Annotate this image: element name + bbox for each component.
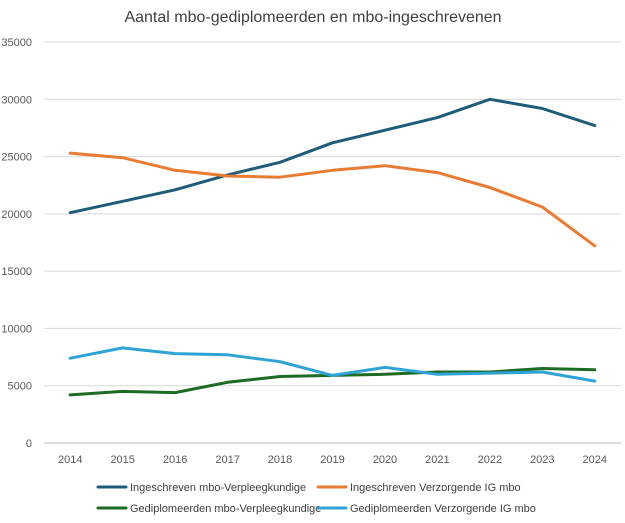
y-tick-label: 10000: [1, 323, 32, 335]
x-tick-label: 2019: [320, 454, 344, 466]
legend: Ingeschreven mbo-Verpleegkundige Ingeschr…: [96, 482, 536, 515]
x-tick-label: 2015: [110, 454, 134, 466]
y-tick-label: 30000: [1, 94, 32, 106]
legend-label: Ingeschreven mbo-Verpleegkundige: [130, 482, 306, 494]
y-tick-label: 25000: [1, 152, 32, 164]
series-line-2: [68, 151, 597, 248]
legend-label: Gediplomeerden Verzorgende IG mbo: [350, 503, 536, 515]
x-tick-label: 2023: [530, 454, 554, 466]
x-tick-label: 2024: [583, 454, 607, 466]
y-tick-label: 35000: [1, 37, 32, 49]
x-tick-label: 2021: [425, 454, 449, 466]
x-tick-label: 2016: [163, 454, 187, 466]
chart-title: Aantal mbo-gediplomeerden en mbo-ingesch…: [124, 9, 501, 26]
gridlines: [44, 41, 621, 444]
x-tick-label: 2018: [268, 454, 292, 466]
y-tick-label: 20000: [1, 209, 32, 221]
series-lines: [68, 97, 597, 397]
x-axis-ticks: 2014 2015 2016 2017 2018 2019 2020 2021 2022 2023…: [58, 454, 607, 466]
x-tick-label: 2022: [478, 454, 502, 466]
x-tick-label: 2017: [215, 454, 239, 466]
y-tick-label: 5000: [8, 381, 32, 393]
y-tick-label: 15000: [1, 266, 32, 278]
series-line-4: [68, 346, 597, 383]
series-line-1: [68, 97, 597, 215]
legend-label: Ingeschreven Verzorgende IG mbo: [350, 482, 521, 494]
x-tick-label: 2014: [58, 454, 82, 466]
y-axis-ticks: 0 5000 10000 15000 20000 25000 30000 35000: [1, 37, 32, 450]
y-tick-label: 0: [26, 438, 32, 450]
legend-label: Gediplomeerden mbo-Verpleegkundige: [130, 503, 321, 515]
x-tick-label: 2020: [373, 454, 397, 466]
